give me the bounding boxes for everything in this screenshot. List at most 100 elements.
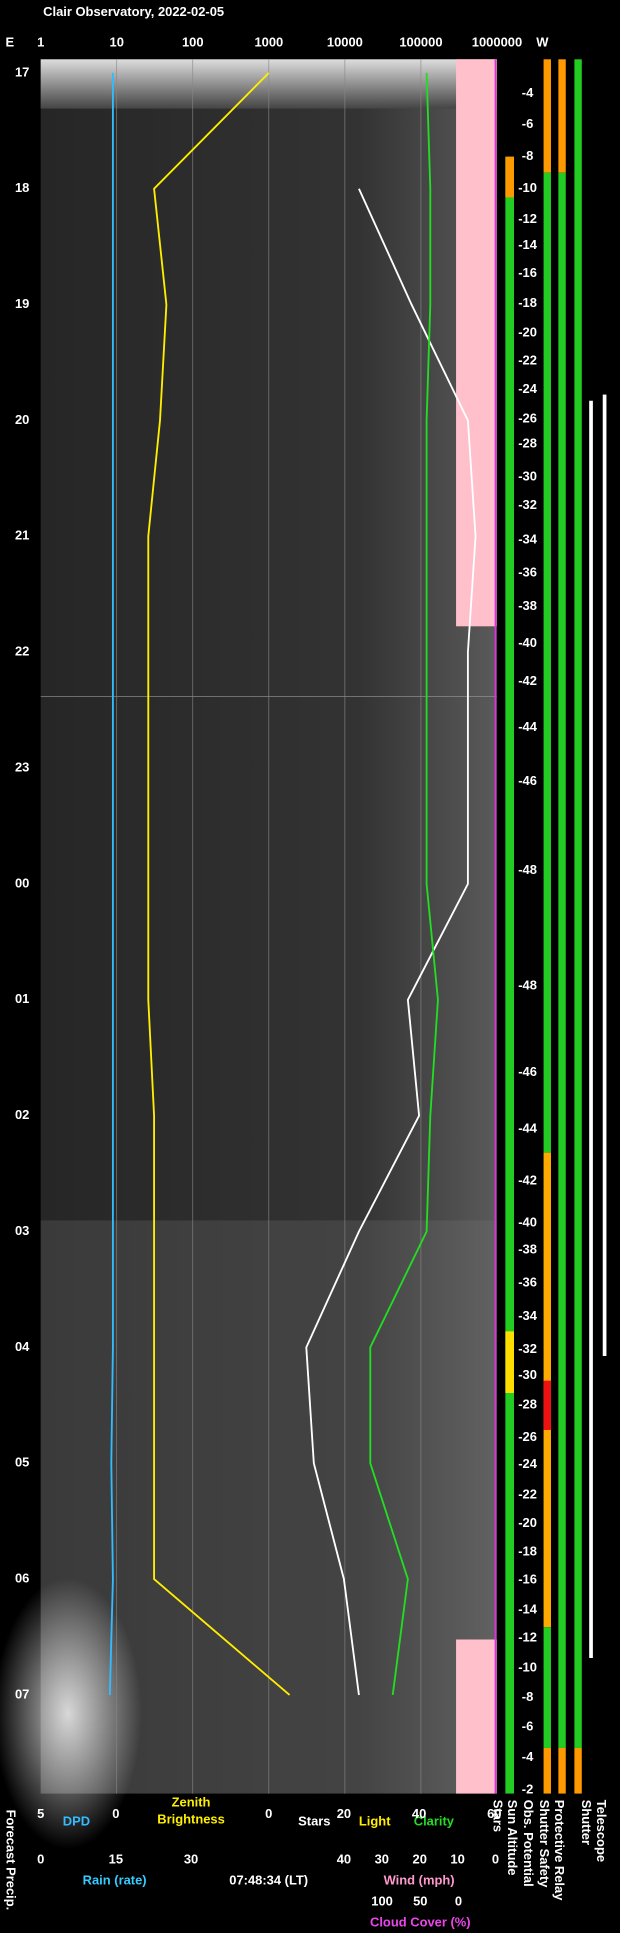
time-label: 07:48:34 (LT) — [229, 1873, 308, 1888]
sun-altitude-label: -46 — [518, 1064, 537, 1079]
axis-right-label: W — [536, 35, 549, 50]
sun-altitude-label: -34 — [518, 531, 538, 546]
sun-altitude-label: -8 — [522, 1689, 534, 1704]
dpd-tick: 5 — [37, 1806, 44, 1821]
hour-label: 23 — [15, 759, 29, 774]
cloud-tick: 0 — [455, 1893, 462, 1908]
x-tick-label: 10000 — [327, 35, 363, 50]
sun-altitude-label: -2 — [522, 1781, 534, 1796]
sun-altitude-label: -22 — [518, 1487, 537, 1502]
sun-altitude-label: -26 — [518, 1429, 537, 1444]
sun-altitude-label: -18 — [518, 295, 537, 310]
hour-label: 05 — [15, 1455, 29, 1470]
rain-label: Rain (rate) — [83, 1873, 147, 1888]
sun-altitude-label: -30 — [518, 469, 537, 484]
cloud-tick: 100 — [371, 1893, 393, 1908]
light-label: Light — [359, 1813, 391, 1828]
hour-label: 18 — [15, 180, 29, 195]
hour-label: 03 — [15, 1223, 29, 1238]
hour-label: 17 — [15, 64, 29, 79]
sun-altitude-label: -48 — [518, 862, 537, 877]
stars-tick: 40 — [412, 1806, 426, 1821]
status-label: Shutter — [579, 1800, 594, 1845]
sun-altitude-label: -28 — [518, 1397, 537, 1412]
sun-altitude-label: -16 — [518, 265, 537, 280]
status-label: Telescope — [594, 1800, 609, 1862]
wind-tick: 10 — [450, 1852, 464, 1867]
sun-altitude-label: -44 — [518, 1121, 538, 1136]
cloud-tick: 50 — [413, 1893, 427, 1908]
stars-tick: 20 — [337, 1806, 351, 1821]
sun-altitude-label: -28 — [518, 435, 537, 450]
axis-left-label: E — [6, 35, 15, 50]
sun-altitude-label: -10 — [518, 1659, 537, 1674]
wind-label: Wind (mph) — [384, 1873, 455, 1888]
sun-altitude-label: -22 — [518, 353, 537, 368]
series-line — [369, 72, 439, 1696]
hour-label: 02 — [15, 1107, 29, 1122]
sun-altitude-label: -26 — [518, 411, 537, 426]
series-label: Stars — [298, 1813, 330, 1828]
sun-altitude-label: -36 — [518, 1275, 537, 1290]
hour-label: 07 — [15, 1686, 29, 1701]
x-tick-label: 100 — [182, 35, 204, 50]
sun-altitude-label: -14 — [518, 237, 538, 252]
sun-altitude-label: -40 — [518, 1214, 537, 1229]
stars-tick: 60 — [487, 1806, 501, 1821]
x-tick-label: 100000 — [399, 35, 442, 50]
wind-tick: 40 — [337, 1852, 351, 1867]
series-line — [147, 72, 291, 1696]
sun-altitude-label: -46 — [518, 773, 537, 788]
x-tick-label: 10 — [110, 35, 124, 50]
cloud-label: Cloud Cover (%) — [370, 1914, 471, 1929]
sun-altitude-label: -38 — [518, 1241, 537, 1256]
x-tick-label: 1 — [37, 35, 44, 50]
status-label: Sun Altitude — [505, 1800, 520, 1876]
hour-label: 21 — [15, 528, 29, 543]
status-label: Protective Relay — [552, 1800, 567, 1901]
sun-altitude-label: -24 — [518, 381, 538, 396]
series-line — [305, 188, 477, 1696]
rain-tick: 0 — [37, 1852, 44, 1867]
stars-tick: 0 — [265, 1806, 272, 1821]
x-tick-label: 1000000 — [472, 35, 522, 50]
status-label: Obs. Potential — [521, 1800, 536, 1887]
sun-altitude-label: -12 — [518, 1630, 537, 1645]
sun-altitude-label: -6 — [522, 116, 534, 131]
sun-altitude-label: -36 — [518, 565, 537, 580]
sun-altitude-label: -30 — [518, 1367, 537, 1382]
series-label: Clarity — [414, 1813, 455, 1828]
sun-altitude-label: -42 — [518, 673, 537, 688]
dpd-tick: 0 — [112, 1806, 119, 1821]
series-line — [108, 72, 114, 1695]
forecast-label: Forecast Precip. — [3, 1810, 18, 1911]
wind-tick: 30 — [375, 1852, 389, 1867]
hour-label: 20 — [15, 412, 29, 427]
sun-altitude-label: -16 — [518, 1572, 537, 1587]
sun-altitude-label: -32 — [518, 1341, 537, 1356]
series-label: Zenith Brightness — [157, 1795, 225, 1827]
sun-altitude-label: -34 — [518, 1308, 538, 1323]
sun-altitude-label: -20 — [518, 324, 537, 339]
sun-altitude-label: -8 — [522, 148, 534, 163]
status-label: Stars — [490, 1800, 505, 1832]
sun-altitude-label: -24 — [518, 1456, 538, 1471]
sun-altitude-label: -4 — [522, 1749, 534, 1764]
hour-label: 04 — [15, 1339, 30, 1354]
rain-tick: 15 — [109, 1852, 123, 1867]
hour-label: 22 — [15, 644, 29, 659]
wind-tick: 20 — [413, 1852, 427, 1867]
sun-altitude-label: -44 — [518, 719, 538, 734]
status-label: Shutter Safety — [537, 1800, 552, 1889]
hour-label: 06 — [15, 1571, 29, 1586]
sun-altitude-label: -20 — [518, 1515, 537, 1530]
hour-label: 00 — [15, 875, 29, 890]
x-tick-label: 1000 — [254, 35, 283, 50]
sun-altitude-label: -12 — [518, 211, 537, 226]
sun-altitude-label: -38 — [518, 598, 537, 613]
wind-tick: 0 — [492, 1852, 499, 1867]
sun-altitude-label: -14 — [518, 1601, 538, 1616]
hour-label: 19 — [15, 296, 29, 311]
